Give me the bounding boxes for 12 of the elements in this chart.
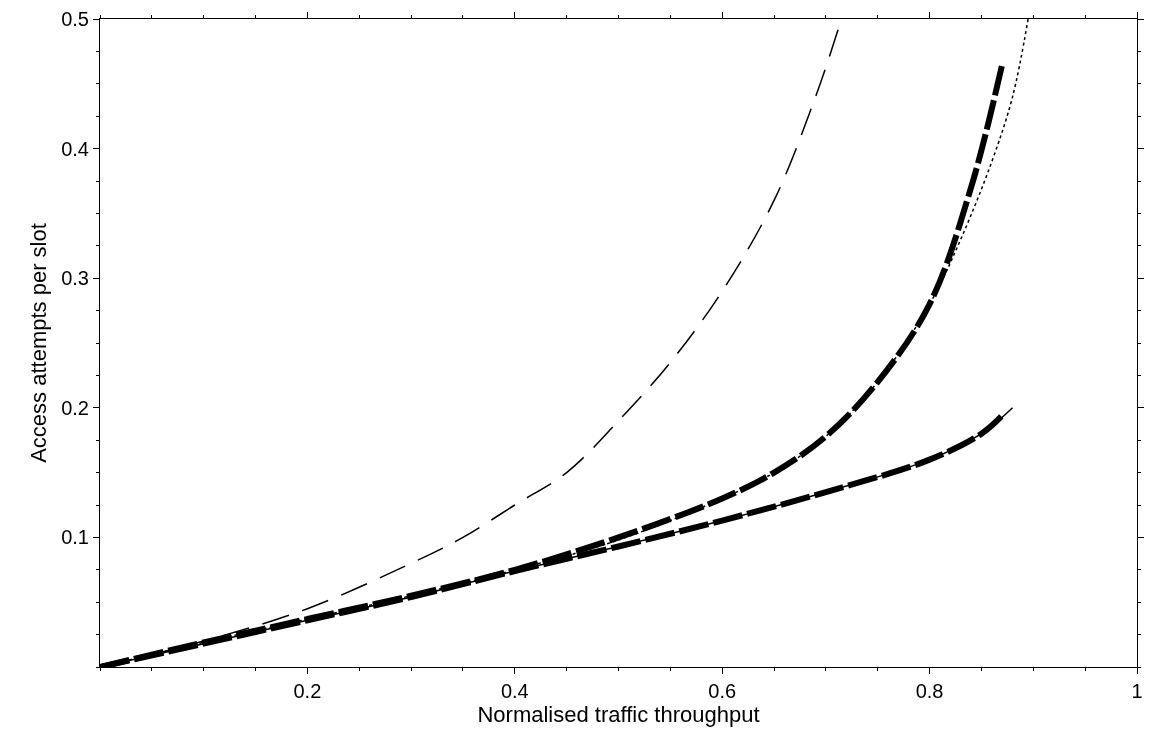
y-tick-label: 0.5	[61, 8, 89, 30]
x-tick-label: 0.4	[500, 680, 529, 702]
y-tick-label: 0.4	[61, 137, 89, 160]
y-axis-title: Access attempts per slot	[25, 223, 51, 463]
y-tick-label: 0.2	[61, 396, 89, 419]
y-tick-label: 0.1	[61, 526, 89, 549]
x-tick-label: 1	[1131, 680, 1143, 702]
x-tick-label: 0.8	[915, 680, 944, 702]
x-tick-label: 0.2	[293, 680, 322, 702]
y-tick-label: 0.3	[61, 267, 89, 290]
x-axis-title: Normalised traffic throughput	[477, 702, 760, 727]
x-tick-label: 0.6	[708, 680, 737, 702]
